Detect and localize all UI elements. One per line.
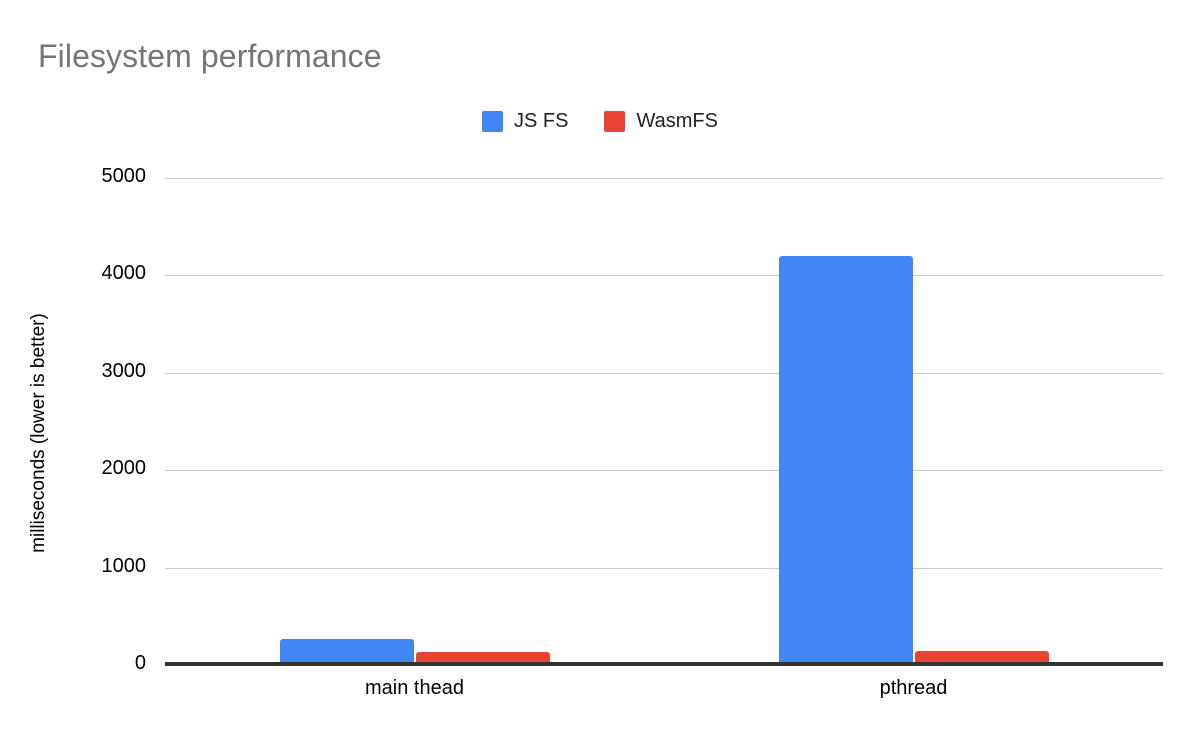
legend-swatch-js-fs	[482, 111, 504, 132]
x-axis-line	[165, 662, 1163, 666]
gridline-4000	[165, 275, 1163, 277]
x-tick-label-main-thead: main thead	[365, 677, 464, 699]
y-tick-label-4000: 4000	[101, 262, 147, 285]
y-tick-label-5000: 5000	[101, 165, 147, 187]
legend-label-js-fs: JS FS	[514, 110, 569, 132]
x-tick-label-pthread: pthread	[879, 677, 948, 699]
y-tick-label-0: 0	[134, 652, 146, 674]
bar-pthread-WasmFS[interactable]	[914, 650, 1049, 665]
plot-area	[165, 170, 1163, 665]
y-tick-label-1000: 1000	[101, 554, 147, 577]
chart-title: Filesystem performance	[38, 38, 382, 74]
legend-swatch-wasmfs	[604, 111, 626, 132]
gridline-1000	[165, 567, 1163, 569]
gridline-2000	[165, 470, 1163, 472]
bar-main-thead-JS-FS[interactable]	[279, 639, 414, 665]
chart-legend: JS FS WasmFS	[0, 110, 1200, 133]
bar-main-thead-WasmFS[interactable]	[415, 652, 550, 665]
legend-item-wasmfs[interactable]: WasmFS	[604, 110, 718, 133]
bar-pthread-JS-FS[interactable]	[778, 255, 913, 665]
gridline-3000	[165, 372, 1163, 374]
y-tick-label-2000: 2000	[101, 457, 147, 480]
y-tick-label-3000: 3000	[101, 359, 147, 382]
legend-item-js-fs[interactable]: JS FS	[482, 110, 568, 133]
y-axis-title: milliseconds (lower is better)	[28, 313, 49, 553]
gridline-5000	[165, 178, 1163, 179]
legend-label-wasmfs: WasmFS	[636, 110, 718, 132]
